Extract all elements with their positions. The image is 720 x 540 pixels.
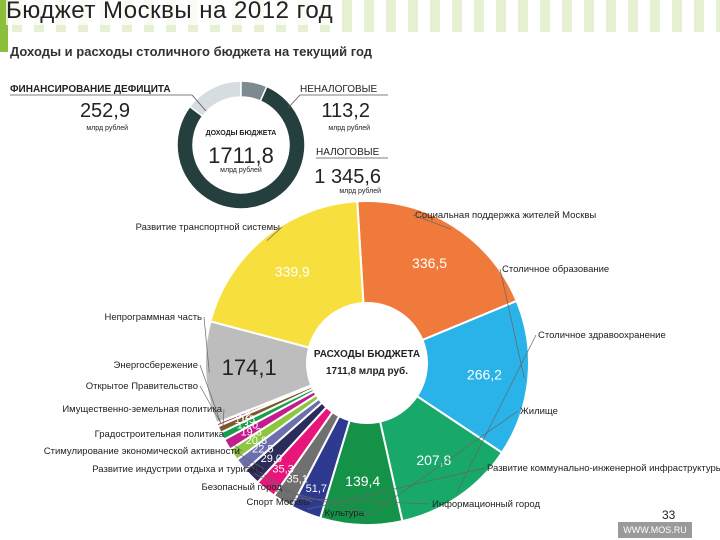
- expense-leader-line: [267, 485, 367, 514]
- expense-category-name: Развитие транспортной системы: [136, 222, 281, 233]
- expense-leader-line: [244, 462, 285, 488]
- expense-center-hole: [306, 302, 428, 424]
- page-subtitle: Доходы и расходы столичного бюджета на т…: [10, 44, 372, 59]
- expense-leader-line: [230, 442, 243, 452]
- expense-leader-line: [266, 226, 283, 241]
- income-deficit-unit: млрд рублей: [86, 124, 128, 132]
- expense-value-label: 139,4: [345, 473, 380, 489]
- expense-leader-line: [254, 473, 313, 503]
- income-tax-name: НАЛОГОВЫЕ: [316, 147, 380, 158]
- expense-value-label: 35,3: [272, 463, 293, 475]
- income-segment-0: [188, 80, 242, 118]
- slide-number: 33: [662, 508, 676, 522]
- site-badge: WWW.MOS.RU: [618, 522, 692, 538]
- expense-category-name: Непрограммная часть: [104, 312, 202, 323]
- expense-leader-line: [361, 410, 519, 522]
- expense-center-label: РАСХОДЫ БЮДЖЕТА: [314, 349, 420, 360]
- income-tax-value: 1 345,6: [314, 166, 381, 188]
- income-tax-unit: млрд рублей: [339, 187, 381, 195]
- expense-value-label: 207,8: [416, 452, 451, 468]
- income-deficit-leader-tail: [191, 94, 207, 112]
- expense-category-name: Энергосбережение: [114, 360, 198, 371]
- expense-category-name: Развитие коммунально-инженерной инфрастр…: [487, 463, 720, 474]
- expense-leader-line: [222, 408, 225, 428]
- income-nontax-leader-tail: [287, 94, 301, 109]
- expense-value-label: 20,8: [246, 435, 267, 447]
- expense-leader-line: [499, 268, 525, 379]
- expense-leader-line: [456, 334, 537, 494]
- expense-category-name: Информационный город: [432, 499, 540, 510]
- expense-category-name: Безопасный город: [202, 482, 283, 493]
- expense-leader-line: [199, 385, 222, 424]
- expense-slice-1: [364, 299, 530, 455]
- expense-category-name: Имущественно-земельная политика: [62, 404, 222, 415]
- income-deficit-name: ФИНАНСИРОВАНИЕ ДЕФИЦИТА: [10, 84, 171, 95]
- expense-value-label: 339,9: [275, 264, 310, 280]
- expense-category-name: Столичное образование: [502, 264, 609, 275]
- income-center-value: 1711,8: [208, 143, 274, 168]
- expense-slice-15: [204, 320, 371, 425]
- expense-category-labels: Социальная поддержка жителей Москвы Столи…: [44, 210, 720, 522]
- expense-leader-line: [284, 497, 431, 505]
- expense-value-label: 174,1: [222, 355, 277, 380]
- income-center-unit: млрд рублей: [220, 166, 262, 174]
- expense-category-name: Развитие индустрии отдыха и туризма: [92, 464, 262, 475]
- expense-leader-line: [412, 214, 451, 230]
- accent-bar: [0, 0, 8, 52]
- expense-category-name: Открытое Правительство: [86, 381, 198, 392]
- expense-category-name: Социальная поддержка жителей Москвы: [415, 210, 596, 221]
- expense-value-label: 266,2: [467, 366, 502, 382]
- income-segment-2: [176, 85, 306, 210]
- income-nontax-value: 113,2: [321, 100, 370, 122]
- expense-leader-line: [236, 452, 265, 470]
- expense-category-name: Градостроительная политика: [95, 429, 225, 440]
- expense-value-label: 336,5: [412, 255, 447, 271]
- expense-leader-line: [307, 467, 486, 510]
- income-nontax-name: НЕНАЛОГОВЫЕ: [300, 84, 377, 95]
- expense-center-value: 1711,8 млрд руб.: [326, 365, 408, 377]
- expense-category-name: Столичное здравоохранение: [538, 330, 666, 341]
- income-deficit-value: 252,9: [80, 100, 130, 122]
- expense-value-label: 35,1: [287, 473, 308, 485]
- expense-category-name: Культура: [325, 508, 365, 519]
- expense-value-label: 22,5: [252, 443, 273, 455]
- expense-category-name: Стимулирование экономической активности: [44, 446, 240, 457]
- expense-category-name: Жилище: [520, 406, 558, 417]
- income-nontax-unit: млрд рублей: [328, 124, 370, 132]
- income-center-label: ДОХОДЫ БЮДЖЕТА: [206, 130, 277, 137]
- expense-value-label: 19,3: [240, 426, 261, 438]
- expense-leader-line: [203, 316, 210, 373]
- expense-leader-line: [199, 364, 221, 422]
- expense-value-label: 51,7: [306, 483, 327, 495]
- expense-category-name: Спорт Москвы: [247, 497, 311, 508]
- page-title: Бюджет Москвы на 2012 год: [6, 0, 340, 25]
- expense-value-label: 29,0: [261, 453, 282, 465]
